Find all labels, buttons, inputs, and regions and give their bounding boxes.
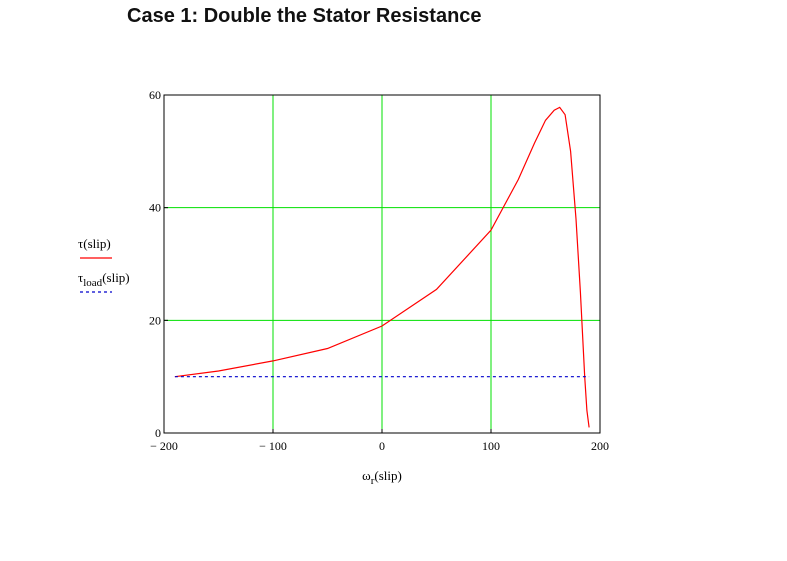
legend-label-load: τload(slip) (78, 270, 130, 289)
x-tick-label: 100 (482, 439, 500, 453)
legend-label-torque: τ(slip) (78, 236, 111, 251)
y-tick-label: 40 (149, 201, 161, 215)
page-title: Case 1: Double the Stator Resistance (127, 5, 482, 27)
y-tick-label: 0 (155, 426, 161, 440)
x-tick-label: 0 (379, 439, 385, 453)
x-tick-label: 200 (591, 439, 609, 453)
torque-curve-line (174, 106, 590, 428)
y-tick-label: 60 (149, 88, 161, 102)
y-tick-label: 20 (149, 313, 161, 327)
x-tick-label: − 100 (259, 439, 287, 453)
x-axis-label: ωr(slip) (362, 468, 402, 487)
x-tick-label: − 200 (150, 439, 178, 453)
